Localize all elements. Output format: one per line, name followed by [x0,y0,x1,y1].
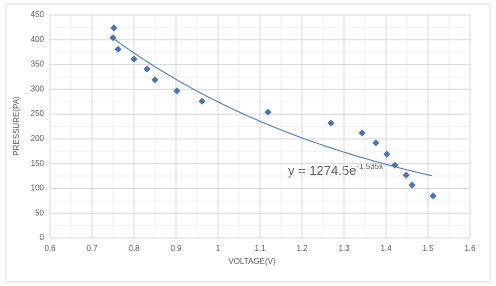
x-tick-label: 0.9 [170,244,182,253]
y-tick-label: 250 [31,109,45,118]
x-tick-label: 0.6 [44,244,56,253]
data-point [327,119,335,127]
y-tick-label: 200 [31,134,45,143]
data-point [130,55,138,63]
trendline-equation: y = 1274.5e-1.535x [288,162,383,178]
x-tick-label: 1.3 [338,244,350,253]
y-tick-label: 400 [31,35,45,44]
data-point [143,65,151,73]
y-tick-label: 50 [35,208,44,217]
x-tick-label: 0.8 [128,244,140,253]
y-axis-title: PRESSURE(PA) [12,96,21,156]
data-point [109,34,117,42]
equation-base: y = 1274.5e [288,163,356,178]
y-tick-label: 150 [31,159,45,168]
data-point [110,24,118,32]
data-point [402,171,410,179]
data-point [264,108,272,116]
data-point [383,150,391,158]
x-tick-label: 1.4 [380,244,392,253]
data-point [372,139,380,147]
data-point [408,181,416,189]
data-point [391,161,399,169]
chart-border [5,3,491,283]
equation-exponent: -1.535x [356,162,383,171]
data-point [151,76,159,84]
x-tick-label: 1 [216,244,221,253]
data-point [429,192,437,200]
trendline [112,37,433,177]
y-tick-label: 300 [31,84,45,93]
x-tick-label: 1.5 [422,244,434,253]
y-tick-label: 100 [31,184,45,193]
data-point [173,87,181,95]
y-tick-label: 350 [31,60,45,69]
x-tick-label: 0.7 [86,244,98,253]
x-tick-label: 1.1 [254,244,266,253]
data-point [198,97,206,105]
y-tick-label: 0 [40,233,45,242]
data-point [114,45,122,53]
data-point [358,129,366,137]
x-axis-title: VOLTAGE(V) [228,257,276,266]
x-tick-label: 1.2 [296,244,308,253]
y-tick-label: 450 [31,10,45,19]
x-tick-label: 1.6 [464,244,476,253]
